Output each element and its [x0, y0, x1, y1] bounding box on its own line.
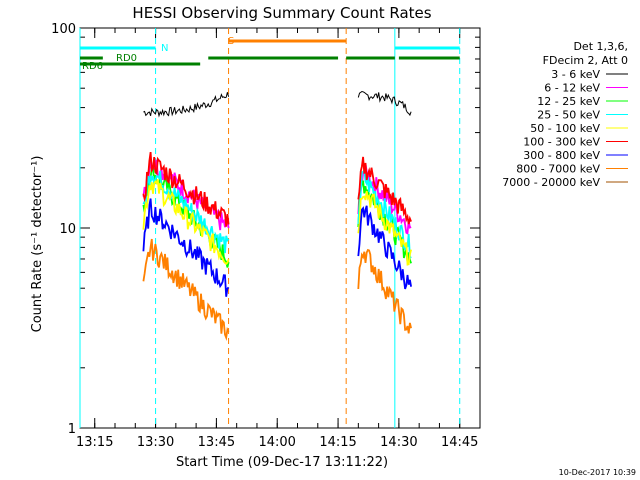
x-axis-label: Start Time (09-Dec-17 13:11:22) — [176, 455, 388, 470]
y-tick-label: 10 — [59, 222, 76, 237]
footer-date: 10-Dec-2017 10:39 — [559, 468, 636, 477]
x-tick-label: 14:00 — [258, 435, 295, 450]
flag-label-rd6: RD6 — [82, 61, 103, 72]
series-line-6 — [357, 205, 412, 290]
chart-title: HESSI Observing Summary Count Rates — [132, 4, 431, 22]
plot-frame — [79, 27, 481, 429]
series-line-6 — [142, 198, 230, 297]
flag-label-s: S — [228, 36, 234, 47]
series-line-5 — [357, 156, 412, 225]
series-line-3 — [357, 167, 412, 259]
x-tick-label: 13:15 — [76, 435, 113, 450]
series-line-0 — [143, 92, 230, 118]
series-line-7 — [142, 238, 230, 341]
series-line-5 — [142, 151, 230, 227]
legend-header-line1: Det 1,3,6, — [573, 40, 628, 53]
x-tick-label: 14:45 — [441, 435, 478, 450]
legend-label: 800 - 7000 keV — [516, 163, 600, 176]
legend-label: 50 - 100 keV — [530, 122, 600, 135]
legend-header-line2: FDecim 2, Att 0 — [543, 54, 628, 67]
legend-label: 300 - 800 keV — [523, 149, 600, 162]
series-line-7 — [357, 248, 412, 334]
legend-label: 7000 - 20000 keV — [502, 176, 600, 189]
legend-label: 25 - 50 keV — [537, 109, 600, 122]
y-tick-label: 100 — [51, 22, 76, 37]
legend-label: 3 - 6 keV — [551, 68, 600, 81]
y-tick-label: 1 — [68, 422, 76, 437]
legend-label: 6 - 12 keV — [544, 82, 600, 95]
legend-label: 12 - 25 keV — [537, 95, 600, 108]
legend-label: 100 - 300 keV — [523, 136, 600, 149]
x-tick-label: 13:45 — [198, 435, 235, 450]
flag-label-n: N — [161, 43, 168, 54]
x-tick-label: 14:30 — [380, 435, 417, 450]
series-line-0 — [357, 90, 412, 117]
flag-label-rd0: RD0 — [116, 53, 137, 64]
x-tick-label: 14:15 — [319, 435, 356, 450]
series-line-4 — [142, 179, 230, 265]
series-line-4 — [357, 190, 412, 266]
x-tick-label: 13:30 — [137, 435, 174, 450]
y-axis-label: Count Rate (s⁻¹ detector⁻¹) — [30, 156, 45, 333]
